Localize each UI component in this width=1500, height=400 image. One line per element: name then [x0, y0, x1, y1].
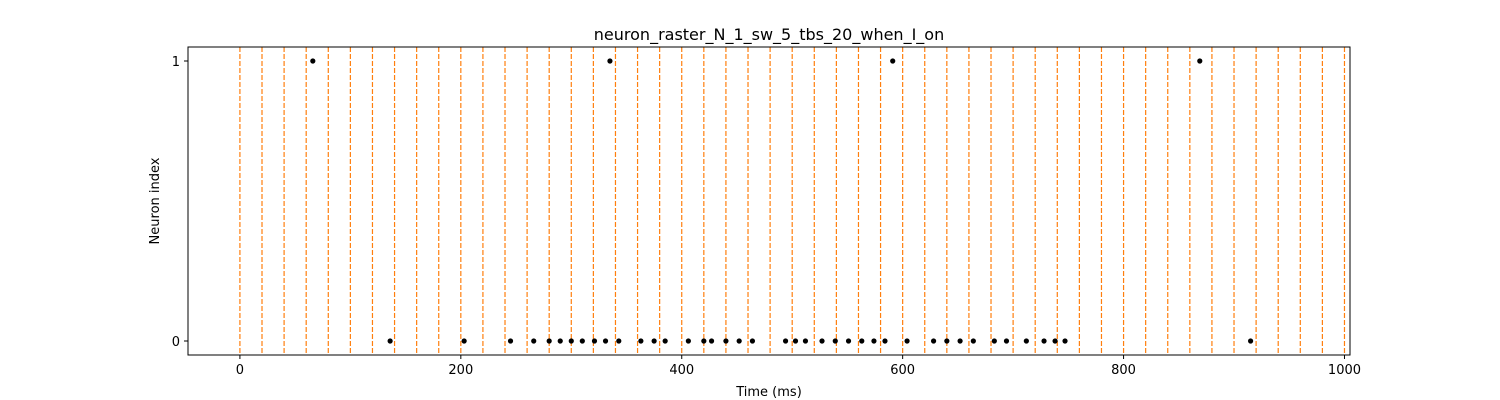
spike-point: [1023, 338, 1029, 344]
spike-point: [749, 338, 756, 344]
y-axis-ticks: 01: [172, 55, 188, 350]
x-tick-label: 800: [1111, 363, 1136, 378]
spike-point: [546, 338, 552, 344]
spike-point: [685, 338, 691, 344]
spike-point: [708, 338, 715, 344]
spike-point: [970, 338, 976, 344]
x-tick-label: 600: [890, 363, 915, 378]
spike-point: [507, 338, 514, 344]
spike-point: [792, 338, 799, 344]
y-tick-label: 1: [172, 55, 180, 70]
spike-point: [871, 338, 877, 344]
spike-point: [845, 338, 852, 344]
spike-point: [607, 58, 613, 64]
spike-point: [736, 338, 742, 344]
spike-point: [1052, 338, 1058, 344]
x-tick-label: 200: [448, 363, 473, 378]
spike-point: [723, 338, 729, 344]
spike-point: [1041, 338, 1047, 344]
spike-point: [957, 338, 963, 344]
spike-points: [310, 58, 1254, 344]
x-tick-label: 400: [669, 363, 694, 378]
spike-point: [782, 338, 789, 344]
spike-point: [832, 338, 838, 344]
spike-point: [579, 338, 585, 344]
spike-point: [890, 58, 896, 64]
spike-point: [944, 338, 950, 344]
spike-point: [859, 338, 865, 344]
y-tick-label: 0: [172, 335, 180, 350]
spike-point: [651, 338, 657, 344]
spike-point: [882, 338, 888, 344]
spike-point: [461, 338, 467, 344]
spike-point: [991, 338, 997, 344]
x-axis-ticks: 0 200 400 600 800 1000: [236, 355, 1361, 378]
spike-point: [930, 338, 937, 344]
spike-point: [602, 338, 609, 344]
spike-point: [802, 338, 809, 344]
y-axis-label: Neuron index: [148, 157, 163, 244]
spike-point: [662, 338, 668, 344]
chart-title: neuron_raster_N_1_sw_5_tbs_20_when_I_on: [594, 25, 944, 45]
spike-point: [904, 338, 910, 344]
spike-point: [1247, 338, 1254, 344]
spike-point: [387, 338, 393, 344]
x-tick-label: 1000: [1328, 363, 1361, 378]
x-axis-label: Time (ms): [735, 385, 802, 400]
spike-point: [701, 338, 707, 344]
spike-point: [531, 338, 537, 344]
spike-point: [819, 338, 825, 344]
plot-area: [187, 46, 1351, 356]
spike-point: [1062, 338, 1068, 344]
spike-point: [1197, 58, 1203, 64]
spike-point: [568, 338, 574, 344]
spike-point: [591, 338, 598, 344]
spike-point: [638, 338, 644, 344]
event-lines: [239, 47, 1346, 355]
x-tick-label: 0: [236, 363, 244, 378]
spike-point: [616, 338, 622, 344]
spike-point: [310, 58, 316, 64]
spike-point: [557, 338, 563, 344]
spike-point: [1003, 338, 1010, 344]
